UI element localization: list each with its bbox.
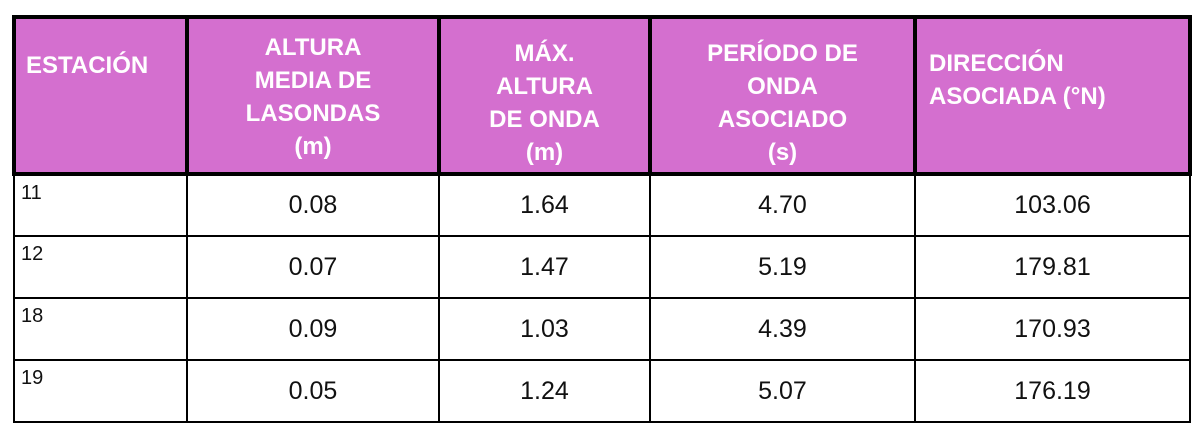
header-row: ESTACIÓN ALTURA MEDIA DE LASONDAS (m) MÁX. ALT… — [12, 15, 1192, 176]
header-text: PERÍODO DE — [707, 40, 858, 67]
header-text: ASOCIADA (°N) — [929, 83, 1106, 110]
header-text: ESTACIÓN — [26, 52, 149, 79]
data-cell: 11 — [13, 173, 188, 237]
header-cell: PERÍODO DE ONDA ASOCIADO (s) — [648, 15, 917, 176]
data-cell: 103.06 — [914, 173, 1191, 237]
wave-table: ESTACIÓN ALTURA MEDIA DE LASONDAS (m) MÁX. ALT… — [12, 15, 1192, 423]
header-text: MÁX. — [514, 40, 575, 67]
data-cell: 4.39 — [649, 297, 916, 361]
header-cell: DIRECCIÓN ASOCIADA (°N) — [913, 15, 1192, 176]
header-text: DIRECCIÓN — [929, 50, 1064, 77]
data-cell: 1.47 — [438, 235, 651, 299]
data-cell: 4.70 — [649, 173, 916, 237]
header-text: ALTURA — [264, 34, 362, 61]
data-cell: 0.08 — [186, 173, 440, 237]
data-cell: 18 — [13, 297, 188, 361]
data-row: 18 0.09 1.03 4.39 170.93 — [13, 297, 1191, 361]
header-cell: ALTURA MEDIA DE LASONDAS (m) — [185, 15, 441, 176]
data-cell: 5.07 — [649, 359, 916, 423]
data-row: 11 0.08 1.64 4.70 103.06 — [13, 173, 1191, 237]
data-cell: 1.03 — [438, 297, 651, 361]
data-cell: 0.05 — [186, 359, 440, 423]
data-cell: 19 — [13, 359, 188, 423]
data-cell: 1.64 — [438, 173, 651, 237]
header-cell: MÁX. ALTURA DE ONDA (m) — [437, 15, 652, 176]
data-cell: 170.93 — [914, 297, 1191, 361]
data-cell: 12 — [13, 235, 188, 299]
header-text: (s) — [767, 139, 798, 166]
data-cell: 179.81 — [914, 235, 1191, 299]
table-container: ESTACIÓN ALTURA MEDIA DE LASONDAS (m) MÁX. ALT… — [12, 15, 1192, 423]
data-cell: 1.24 — [438, 359, 651, 423]
header-text: ONDA — [747, 73, 818, 100]
header-text: (m) — [294, 133, 332, 160]
data-row: 19 0.05 1.24 5.07 176.19 — [13, 359, 1191, 423]
data-cell: 0.09 — [186, 297, 440, 361]
data-cell: 176.19 — [914, 359, 1191, 423]
header-text: DE ONDA — [489, 106, 600, 133]
table-body: 11 0.08 1.64 4.70 103.06 12 0.07 1.47 5.19 179.81… — [13, 173, 1191, 423]
data-cell: 0.07 — [186, 235, 440, 299]
header-text: (m) — [525, 139, 564, 166]
header-text: ALTURA — [496, 73, 593, 100]
header-text: MEDIA DE — [254, 67, 372, 94]
data-row: 12 0.07 1.47 5.19 179.81 — [13, 235, 1191, 299]
header-text: ASOCIADO — [717, 106, 848, 133]
header-text: LASONDAS — [245, 100, 381, 127]
header-cell: ESTACIÓN — [12, 15, 189, 176]
data-cell: 5.19 — [649, 235, 916, 299]
